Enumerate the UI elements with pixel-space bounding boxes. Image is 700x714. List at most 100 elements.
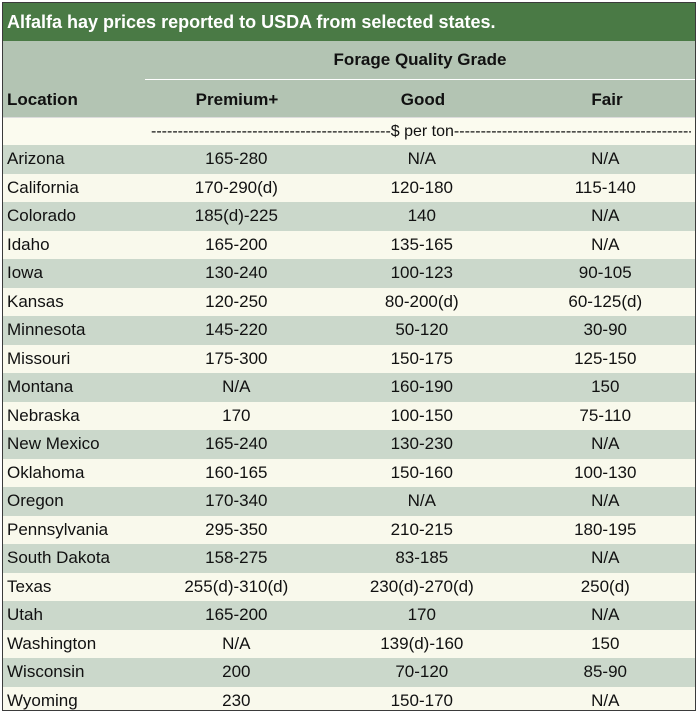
good-cell: 80-200(d) — [384, 291, 459, 311]
table-row: New Mexico 165-240 130-230 N/A — [3, 430, 695, 459]
group-underline — [145, 79, 695, 80]
table-row: Iowa 130-240 100-123 90-105 — [3, 259, 695, 288]
good-cell: 130-230 — [390, 434, 453, 454]
premium-cell: 120-250 — [205, 291, 268, 311]
table-row: Oklahoma 160-165 150-160 100-130 — [3, 458, 695, 487]
premium-cell: 145-220 — [205, 320, 268, 340]
location-cell: Texas — [7, 576, 52, 596]
table-row: Washington N/A 139(d)-160 150 — [3, 629, 695, 658]
table-row: Wyoming 230 150-170 N/A — [3, 686, 695, 710]
location-cell: Kansas — [7, 291, 64, 311]
fair-cell: 30-90 — [583, 320, 627, 340]
fair-cell: N/A — [591, 605, 620, 625]
premium-cell: 130-240 — [205, 263, 268, 283]
table-row: Oregon 170-340 N/A N/A — [3, 487, 695, 516]
fair-cell: 180-195 — [574, 519, 637, 539]
fair-cell: 100-130 — [574, 462, 637, 482]
location-cell: Idaho — [7, 234, 50, 254]
fair-cell: 75-110 — [579, 405, 632, 425]
table-row: Utah 165-200 170 N/A — [3, 601, 695, 630]
table-row: Kansas 120-250 80-200(d) 60-125(d) — [3, 287, 695, 316]
good-cell: 120-180 — [390, 177, 453, 197]
column-header-location: Location — [7, 90, 78, 109]
table-header: Forage Quality Grade Location Premium+ G… — [3, 41, 695, 117]
location-cell: Colorado — [7, 206, 76, 226]
premium-cell: 165-200 — [205, 234, 268, 254]
table-row: South Dakota 158-275 83-185 N/A — [3, 544, 695, 573]
table-row: Missouri 175-300 150-175 125-150 — [3, 344, 695, 373]
premium-cell: 200 — [222, 662, 251, 682]
location-cell: California — [7, 177, 79, 197]
fair-cell: 150 — [591, 633, 620, 653]
fair-cell: N/A — [591, 434, 620, 454]
good-cell: 150-160 — [390, 462, 453, 482]
table-title: Alfalfa hay prices reported to USDA from… — [3, 3, 695, 41]
fair-cell: 60-125(d) — [568, 291, 643, 311]
table-row: California 170-290(d) 120-180 115-140 — [3, 173, 695, 202]
location-cell: South Dakota — [7, 548, 111, 568]
premium-cell: 255(d)-310(d) — [184, 576, 289, 596]
fair-cell: 90-105 — [578, 263, 632, 283]
table-row: Colorado 185(d)-225 140 N/A — [3, 202, 695, 231]
location-cell: Arizona — [7, 149, 65, 169]
table-row: Idaho 165-200 135-165 N/A — [3, 230, 695, 259]
fair-cell: N/A — [591, 491, 620, 511]
location-cell: Nebraska — [7, 405, 80, 425]
fair-cell: 150 — [591, 377, 620, 397]
location-cell: Missouri — [7, 348, 71, 368]
good-cell: 150-170 — [390, 690, 453, 710]
premium-cell: 170-340 — [205, 491, 268, 511]
location-cell: Wyoming — [7, 690, 78, 710]
good-cell: 140 — [407, 206, 436, 226]
good-cell: 139(d)-160 — [380, 633, 464, 653]
fair-cell: N/A — [591, 149, 620, 169]
column-header-premium: Premium+ — [195, 90, 279, 109]
good-cell: 150-175 — [390, 348, 453, 368]
location-cell: Iowa — [7, 263, 43, 283]
good-cell: 170 — [407, 605, 436, 625]
table-row: Arizona 165-280 N/A N/A — [3, 145, 695, 174]
location-cell: Pennsylvania — [7, 519, 109, 539]
premium-cell: N/A — [222, 633, 251, 653]
premium-cell: 175-300 — [205, 348, 268, 368]
fair-cell: N/A — [591, 234, 620, 254]
table-row: Texas 255(d)-310(d) 230(d)-270(d) 250(d) — [3, 572, 695, 601]
good-cell: 230(d)-270(d) — [369, 576, 474, 596]
fair-cell: 85-90 — [583, 662, 627, 682]
premium-cell: 170-290(d) — [194, 177, 278, 197]
premium-cell: 170 — [222, 405, 251, 425]
premium-cell: N/A — [222, 377, 251, 397]
good-cell: 135-165 — [390, 234, 453, 254]
location-cell: Utah — [7, 605, 43, 625]
location-cell: Minnesota — [7, 320, 86, 340]
good-cell: 70-120 — [395, 662, 449, 682]
column-header-good: Good — [400, 90, 446, 109]
location-cell: New Mexico — [7, 434, 100, 454]
fair-cell: N/A — [591, 206, 620, 226]
good-cell: 160-190 — [390, 377, 453, 397]
good-cell: N/A — [407, 149, 436, 169]
premium-cell: 165-280 — [205, 149, 268, 169]
good-cell: 100-150 — [390, 405, 453, 425]
good-cell: 210-215 — [390, 519, 453, 539]
table-row: Wisconsin 200 70-120 85-90 — [3, 658, 695, 687]
table-row: Minnesota 145-220 50-120 30-90 — [3, 316, 695, 345]
location-cell: Montana — [7, 377, 74, 397]
fair-cell: N/A — [591, 690, 620, 710]
good-cell: N/A — [407, 491, 436, 511]
unit-label: ----------------------------------------… — [151, 123, 691, 140]
premium-cell: 158-275 — [205, 548, 268, 568]
fair-cell: 115-140 — [574, 177, 636, 197]
location-cell: Oregon — [7, 491, 64, 511]
premium-cell: 295-350 — [205, 519, 268, 539]
unit-row: ----------------------------------------… — [3, 117, 695, 145]
good-cell: 83-185 — [395, 548, 449, 568]
column-header-fair: Fair — [591, 90, 623, 109]
premium-cell: 165-240 — [205, 434, 268, 454]
table-row: Pennsylvania 295-350 210-215 180-195 — [3, 515, 695, 544]
fair-cell: 125-150 — [574, 348, 637, 368]
fair-cell: N/A — [591, 548, 620, 568]
table-body: Arizona 165-280 N/A N/A California 170-290(d)… — [3, 145, 695, 710]
good-cell: 100-123 — [390, 263, 453, 283]
